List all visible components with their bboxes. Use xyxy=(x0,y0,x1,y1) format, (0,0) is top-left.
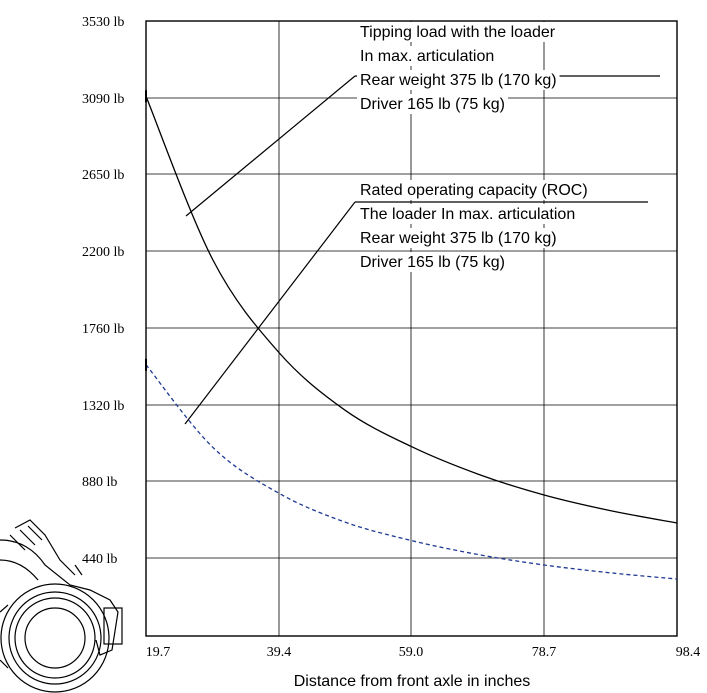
annotation-leader xyxy=(184,201,356,425)
tipping-load-line xyxy=(145,96,678,524)
annotation-text: Rear weight 375 lb (170 kg) xyxy=(360,230,557,247)
y-tick-label: 3530 lb xyxy=(82,15,124,30)
annotation-text-bg xyxy=(357,252,508,272)
x-tick-label: 98.4 xyxy=(676,645,701,660)
roc-line xyxy=(145,364,678,580)
grid xyxy=(146,21,677,636)
annotation-text: Rated operating capacity (ROC) xyxy=(360,182,588,199)
x-tick-label: 19.7 xyxy=(146,645,171,660)
annotation-text: Driver 165 lb (75 kg) xyxy=(360,96,505,113)
annotations: Tipping load with the loader In max. arti… xyxy=(184,22,660,425)
loader-illustration xyxy=(0,519,123,693)
y-tick-label: 1760 lb xyxy=(82,322,124,337)
x-axis-label: Distance from front axle in inches xyxy=(294,673,531,690)
annotation-text: Rear weight 375 lb (170 kg) xyxy=(360,72,557,89)
annotation-text-bg xyxy=(357,204,579,224)
y-tick-labels: 3530 lb 3090 lb 2650 lb 2200 lb 1760 lb 1320 … xyxy=(82,15,124,567)
annotation-leader xyxy=(185,75,356,217)
y-tick-label: 1320 lb xyxy=(82,399,124,414)
y-tick-label: 2200 lb xyxy=(82,245,124,260)
x-tick-label: 39.4 xyxy=(267,645,292,660)
annotation-text: Driver 165 lb (75 kg) xyxy=(360,254,505,271)
series xyxy=(145,90,678,580)
annotation-text-bg xyxy=(357,94,508,114)
annotation-text: The loader In max. articulation xyxy=(360,206,575,223)
y-tick-label: 440 lb xyxy=(82,552,117,567)
x-tick-labels: 19.7 39.4 59.0 78.7 98.4 xyxy=(146,645,701,660)
annotation-text-bg xyxy=(357,180,591,200)
annotation-text-bg xyxy=(357,22,559,42)
annotation-text-bg xyxy=(357,70,560,90)
y-tick-label: 880 lb xyxy=(82,475,117,490)
annotation-text: Tipping load with the loader xyxy=(360,24,556,41)
annotation-text-bg xyxy=(357,228,560,248)
plot-border xyxy=(145,20,678,637)
annotation-text-bg xyxy=(357,46,498,66)
plot-frame xyxy=(145,20,678,637)
x-tick-label: 59.0 xyxy=(399,645,424,660)
annotation-text: In max. articulation xyxy=(360,48,494,65)
y-tick-label: 3090 lb xyxy=(82,92,124,107)
y-tick-label: 2650 lb xyxy=(82,168,124,183)
x-tick-label: 78.7 xyxy=(532,645,557,660)
